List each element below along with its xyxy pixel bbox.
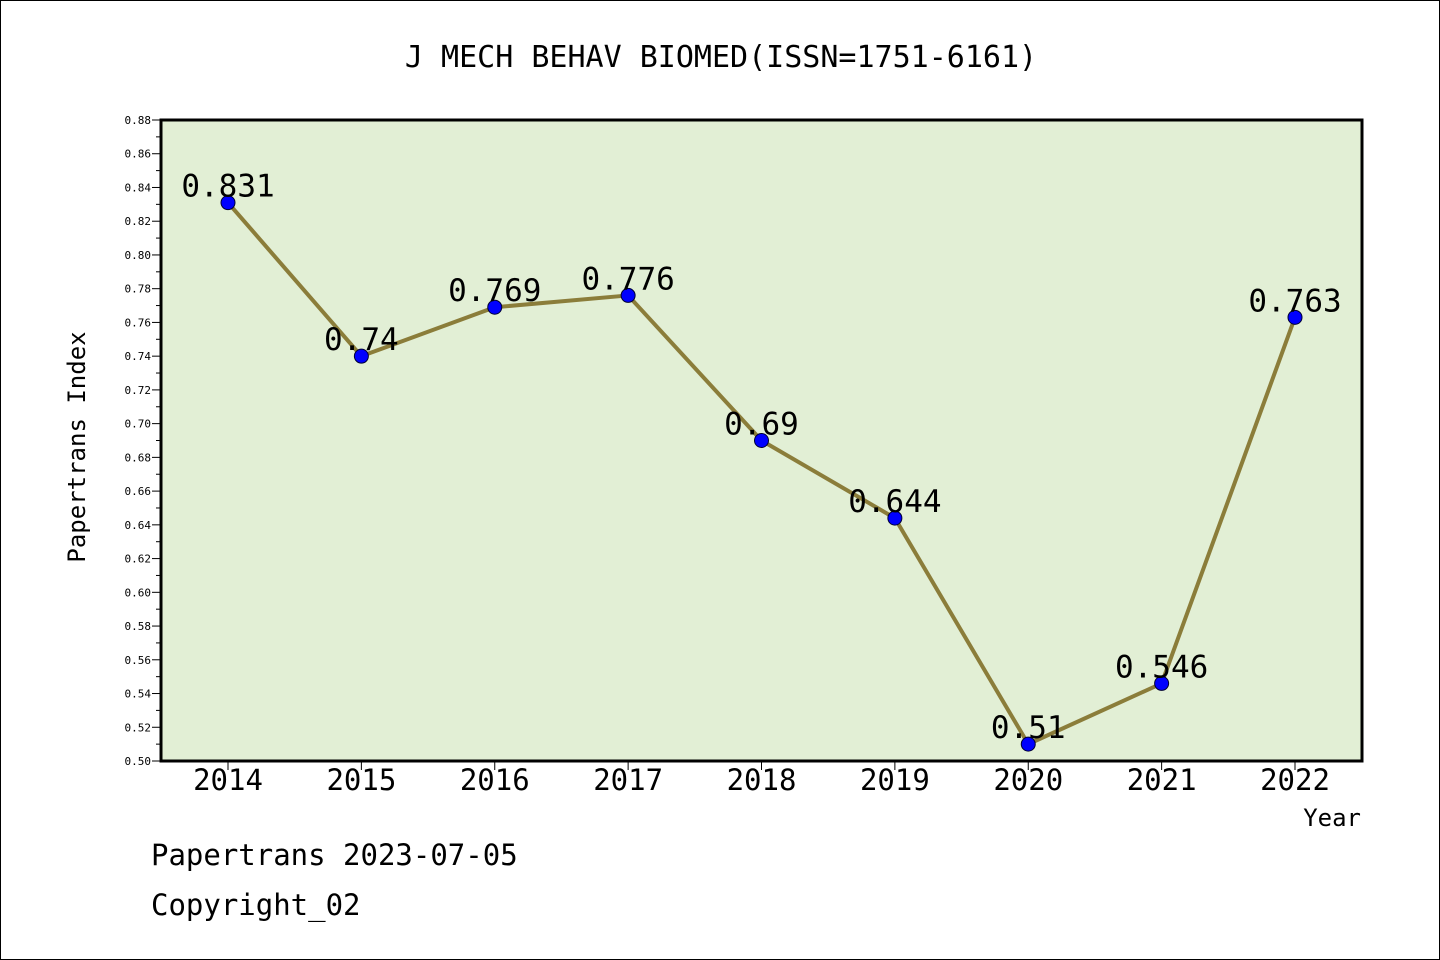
x-axis: 2014 2015 2016 2017 2018 2019 2020 2021 2022 (193, 761, 1330, 797)
x-tick-label: 2016 (460, 763, 530, 797)
data-value-label: 0.51 (991, 710, 1066, 746)
x-tick-label: 2021 (1127, 763, 1197, 797)
y-tick-label: 0.66 (125, 485, 152, 498)
y-tick-label: 0.78 (125, 283, 152, 296)
x-axis-title: Year (1303, 804, 1361, 832)
y-axis: 0.50 0.52 0.54 0.56 0.58 0.60 0.62 0.64 0.66 0.68… (125, 114, 161, 768)
data-point-marker (1020, 736, 1036, 752)
y-tick-label: 0.84 (125, 181, 152, 194)
data-point-marker (353, 348, 369, 364)
footer-copyright-text: Copyright_02 (151, 888, 361, 923)
data-point-marker (754, 433, 769, 448)
y-tick-label: 0.86 (125, 148, 152, 161)
data-value-label: 0.763 (1248, 283, 1341, 319)
y-tick-label: 0.74 (125, 350, 152, 363)
y-tick-label: 0.58 (125, 620, 152, 633)
x-tick-label: 2014 (193, 763, 263, 797)
data-value-label: 0.546 (1115, 649, 1208, 685)
data-point-marker (487, 299, 503, 315)
y-axis-title: Papertrans Index (63, 331, 91, 562)
y-tick-label: 0.50 (125, 755, 152, 768)
y-tick-label: 0.62 (125, 553, 152, 566)
data-point-marker (887, 510, 903, 526)
data-value-label: 0.74 (324, 322, 399, 358)
x-tick-label: 2017 (593, 763, 663, 797)
chart-title: J MECH BEHAV BIOMED(ISSN=1751-6161) (405, 40, 1037, 75)
data-point-marker (1287, 309, 1303, 325)
series-line-group: 0.831 0.74 0.769 0.776 0.69 0.644 0.51 0.546 0.7… (181, 169, 1342, 752)
y-tick-label: 0.68 (125, 451, 152, 464)
y-tick-label: 0.82 (125, 215, 152, 228)
y-tick-label: 0.52 (125, 721, 152, 734)
y-tick-label: 0.64 (125, 519, 152, 532)
y-tick-label: 0.72 (125, 384, 152, 397)
y-tick-label: 0.56 (125, 654, 152, 667)
x-tick-label: 2015 (326, 763, 396, 797)
data-value-label: 0.644 (848, 484, 941, 520)
y-tick-label: 0.70 (125, 418, 152, 431)
data-point-marker (620, 287, 636, 303)
data-value-label: 0.831 (181, 169, 274, 205)
y-tick-label: 0.80 (125, 249, 152, 262)
y-tick-label: 0.76 (125, 316, 152, 329)
y-tick-label: 0.88 (125, 114, 152, 127)
data-point-marker (1154, 675, 1170, 691)
x-tick-label: 2022 (1260, 763, 1330, 797)
data-point-marker (220, 195, 236, 211)
data-value-label: 0.769 (448, 273, 541, 309)
y-tick-label: 0.60 (125, 586, 152, 599)
x-tick-label: 2020 (993, 763, 1063, 797)
x-tick-label: 2019 (860, 763, 930, 797)
x-tick-label: 2018 (727, 763, 797, 797)
data-value-label: 0.69 (724, 407, 799, 443)
footer-date-text: Papertrans 2023-07-05 (151, 838, 518, 872)
data-value-label: 0.776 (581, 261, 674, 297)
y-tick-label: 0.54 (125, 688, 152, 701)
